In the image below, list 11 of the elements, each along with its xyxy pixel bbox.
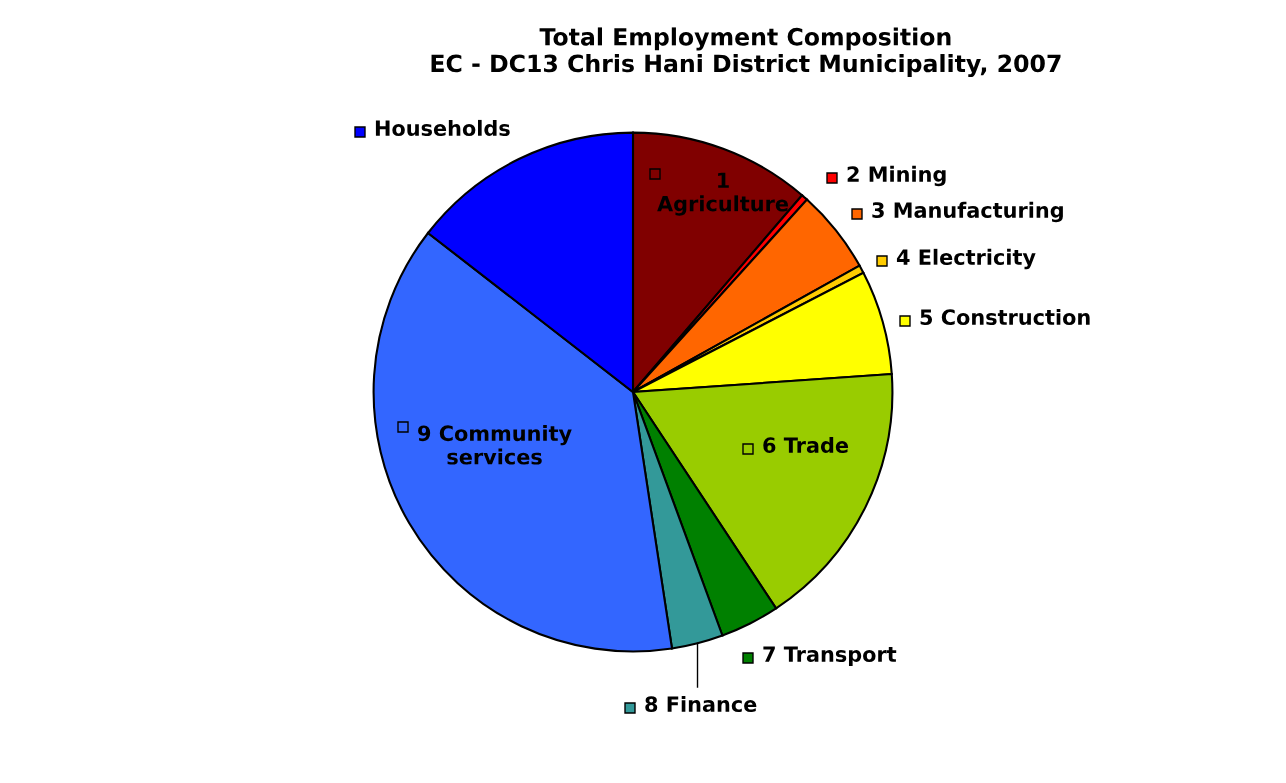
legend-label: 7 Transport (763, 646, 897, 667)
legend-label: 6 Trade (763, 436, 849, 454)
legend-label: 3 Manufacturing (872, 201, 1063, 223)
legend-label: 8 Finance (645, 695, 757, 713)
slice-label: 1 Agriculture (657, 172, 788, 216)
legend-label: 2 Mining (847, 165, 946, 187)
legend-label: 5 Construction (920, 308, 1090, 326)
chart-title: Total Employment Composition EC - DC13 Chris Hani District Municipality, 2007 (431, 27, 1061, 78)
legend-label: 9 Community services (418, 425, 572, 465)
legend-label: Households (375, 119, 510, 137)
legend-label: 4 Electricity (896, 248, 1036, 270)
